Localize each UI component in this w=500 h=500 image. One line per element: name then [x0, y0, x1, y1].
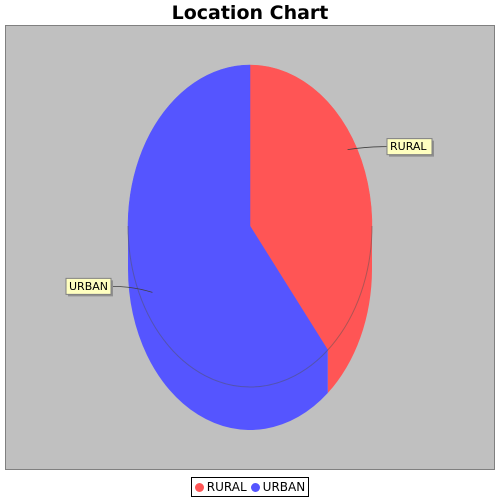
chart-title: Location Chart: [171, 2, 329, 24]
legend-label-urban: URBAN: [262, 480, 306, 494]
legend: RURAL URBAN: [191, 477, 309, 497]
label-box-rural: [386, 138, 433, 156]
leader-line-rural: [347, 146, 388, 151]
legend-swatch-urban: [250, 482, 260, 492]
legend-swatch-rural: [194, 482, 204, 492]
legend-label-rural: RURAL: [206, 480, 247, 494]
pie-side-rural: [327, 226, 372, 394]
leader-line-urban: [112, 285, 153, 293]
pie-slice-urban: [127, 64, 329, 388]
legend-item-rural: RURAL: [194, 480, 247, 494]
label-box-urban: [65, 277, 112, 295]
pie-slice-rural: [249, 64, 373, 351]
legend-item-urban: URBAN: [250, 480, 306, 494]
pie-top-edge: [127, 225, 373, 388]
slice-label-urban: URBAN: [69, 280, 108, 293]
slice-label-rural: RURAL: [390, 140, 427, 153]
pie-side-urban: [127, 226, 328, 430]
